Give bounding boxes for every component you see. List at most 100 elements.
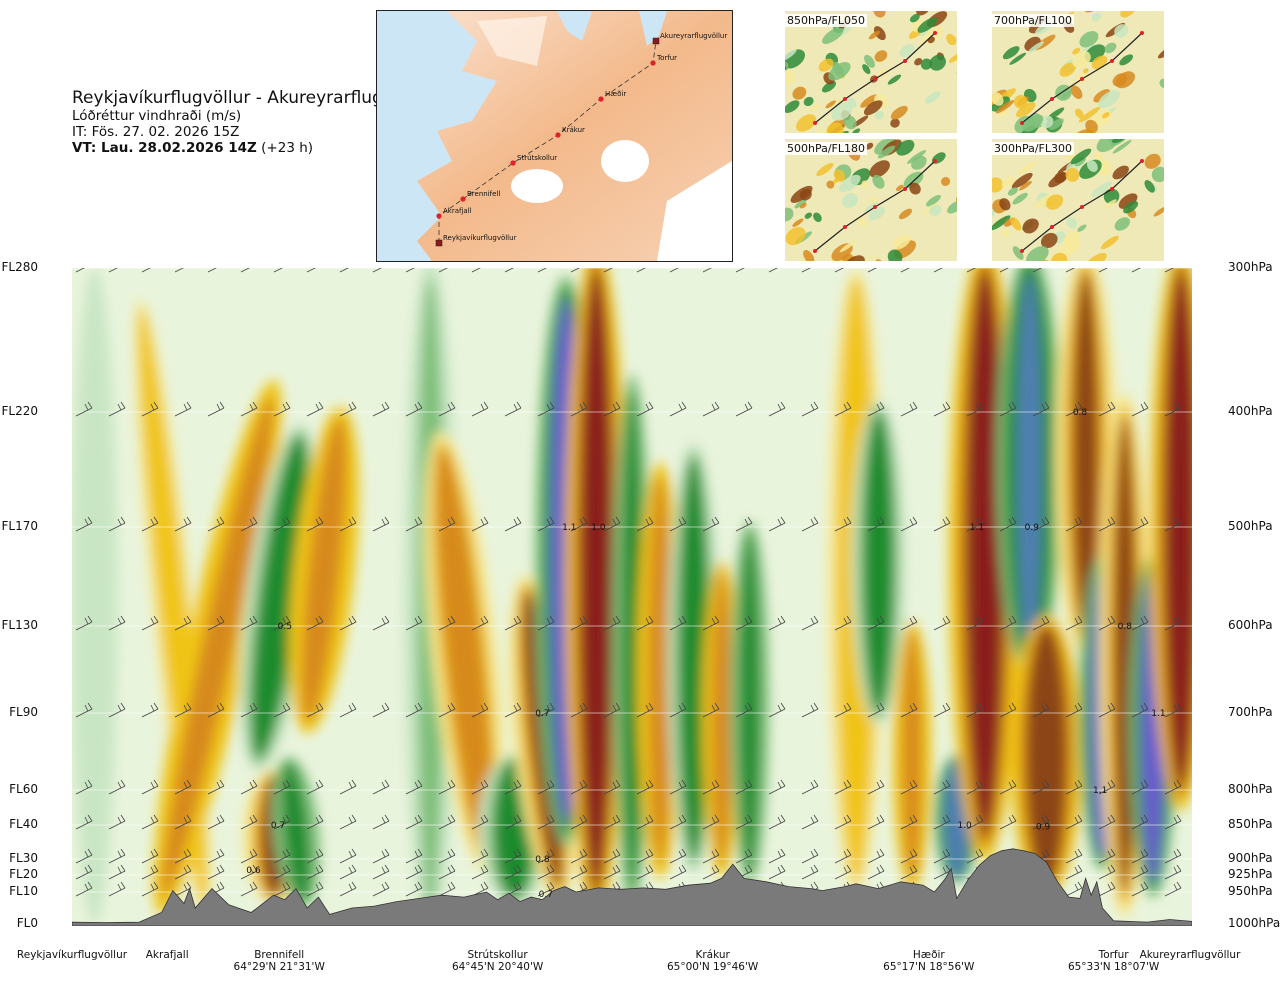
wind-barb (768, 864, 786, 880)
thumbnail-500[interactable]: 500hPa/FL180 (785, 139, 957, 261)
wind-barb (933, 814, 951, 830)
wind-barb (108, 516, 126, 532)
wind-barb (834, 779, 852, 795)
wind-barb (900, 516, 918, 532)
wind-barb (504, 779, 522, 795)
wind-band (288, 407, 360, 734)
wind-barb (75, 881, 93, 897)
wind-barb (75, 615, 93, 631)
wind-band (72, 268, 118, 924)
waypoint-name: Akureyrarflugvöllur (1139, 949, 1241, 961)
wind-band (565, 268, 628, 917)
wind-barb (405, 401, 423, 417)
wind-barb (999, 615, 1017, 631)
wind-barb (1131, 779, 1149, 795)
thumbnail-300[interactable]: 300hPa/FL300 (992, 139, 1164, 261)
value-label: 0.7 (535, 709, 549, 719)
wind-barb (834, 516, 852, 532)
wind-barb (108, 881, 126, 897)
wind-band (730, 520, 770, 885)
wind-barb (933, 516, 951, 532)
valid-time-value: VT: Lau. 28.02.2026 14Z (72, 140, 257, 156)
map-waypoint: Reykjavíkurflugvöllur (435, 234, 517, 247)
waypoint-label: Reykjavíkurflugvöllur (2, 949, 142, 961)
route-map-graphic: Akureyrarflugvöllur Torfur Hæðir Krákur Strú… (377, 11, 732, 261)
wind-barb (405, 864, 423, 880)
wind-barb (933, 779, 951, 795)
wind-barb (240, 702, 258, 718)
wind-barb (504, 268, 514, 273)
wind-barb (471, 401, 489, 417)
waypoint-coord: 65°17'N 18°56'W (883, 961, 975, 973)
wind-barb (108, 268, 118, 273)
wind-barb (999, 814, 1017, 830)
wind-barb (537, 779, 555, 795)
wind-barb (504, 848, 522, 864)
wind-barb (603, 779, 621, 795)
wind-barb (702, 779, 720, 795)
wind-barb (339, 268, 349, 273)
wind-barb (306, 779, 324, 795)
wind-barb (702, 848, 720, 864)
wind-barb (570, 779, 588, 795)
svg-text:Krákur: Krákur (562, 126, 585, 134)
value-label: 1.0 (591, 523, 606, 533)
wind-barb (1164, 848, 1182, 864)
wind-barb (471, 848, 489, 864)
wind-barb (75, 401, 93, 417)
wind-barb (966, 615, 984, 631)
wind-barb (306, 401, 324, 417)
waypoint-coord: 65°00'N 19°46'W (666, 961, 759, 973)
wind-barb (141, 814, 159, 830)
wind-barb (240, 268, 250, 273)
wind-barb (1065, 702, 1083, 718)
wind-barb (900, 268, 910, 273)
wind-barb (339, 615, 357, 631)
wind-barb (75, 848, 93, 864)
wind-barb (966, 401, 984, 417)
thumbnail-700[interactable]: 700hPa/FL100 (992, 11, 1164, 133)
wind-barb (570, 516, 588, 532)
waypoint-name: Reykjavíkurflugvöllur (16, 949, 128, 961)
wind-barb (471, 615, 489, 631)
wind-barb (372, 615, 390, 631)
wind-barb (207, 516, 225, 532)
waypoint-name: Torfur (1098, 949, 1129, 961)
wind-barb (735, 702, 753, 718)
wind-barb (405, 516, 423, 532)
wind-barb (1032, 779, 1050, 795)
wind-barb (438, 401, 456, 417)
wind-barb (339, 814, 357, 830)
waypoint-label: Torfur 65°33'N 18°07'W (1044, 949, 1184, 973)
wind-band (239, 423, 319, 771)
wind-barb (900, 848, 918, 864)
wind-barb (801, 401, 819, 417)
wind-barb (438, 814, 456, 830)
pressure-label: 500hPa (1228, 519, 1273, 533)
wind-barb (141, 779, 159, 795)
wind-barb (405, 702, 423, 718)
wind-barb (273, 814, 291, 830)
wind-barb (801, 864, 819, 880)
svg-text:Torfur: Torfur (656, 54, 677, 62)
wind-barb (108, 779, 126, 795)
wind-barb (339, 848, 357, 864)
wind-band (153, 379, 282, 915)
wind-barb (471, 864, 489, 880)
waypoint-name: Hæðir (912, 949, 945, 961)
wind-barb (702, 516, 720, 532)
wind-barb (273, 864, 291, 880)
wind-barb (339, 881, 357, 897)
wind-barb (735, 615, 753, 631)
waypoint-label: Akrafjall (97, 949, 237, 961)
wind-band-shape (739, 532, 760, 874)
value-label: 1.1 (970, 523, 984, 533)
thumbnail-850[interactable]: 850hPa/FL050 (785, 11, 957, 133)
wind-barb (174, 881, 192, 897)
wind-barb (273, 779, 291, 795)
wind-barb (306, 848, 324, 864)
pressure-label: 300hPa (1228, 260, 1273, 274)
wind-band-shape (281, 761, 311, 903)
wind-band-shape (867, 416, 889, 709)
wind-barb (933, 848, 951, 864)
